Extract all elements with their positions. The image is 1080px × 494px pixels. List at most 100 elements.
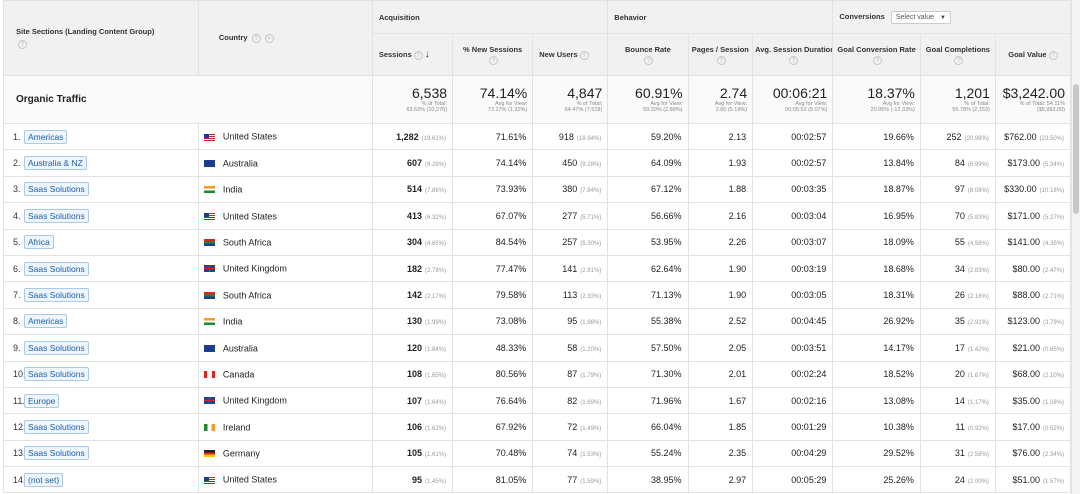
metric-value: 81.05% [495, 474, 527, 485]
metric-percent: (2.71%) [1042, 294, 1064, 301]
column-header-avg-session-duration[interactable]: Avg. Session Duration? [752, 33, 834, 76]
help-icon[interactable]: ? [644, 56, 654, 66]
site-section-link[interactable]: Saas Solutions [24, 367, 89, 382]
metric-value: 00:03:05 [791, 290, 827, 301]
cell-new-sessions: 76.64% [452, 386, 534, 415]
cell-goal-conversion-rate: 13.84% [832, 149, 921, 177]
country-link[interactable]: Canada [222, 369, 255, 380]
sort-descending-icon[interactable]: ↓ [424, 49, 430, 60]
country-link[interactable]: United States [222, 132, 277, 142]
metric-value: 182 [406, 263, 423, 274]
help-icon[interactable]: ? [251, 33, 261, 43]
help-icon[interactable]: ? [18, 40, 27, 49]
column-header-goal-conversion-rate[interactable]: Goal Conversion Rate? [832, 33, 921, 76]
column-header-goal-completions[interactable]: Goal Completions? [919, 33, 996, 76]
metric-value: 87 [567, 369, 578, 380]
help-icon[interactable]: ? [1048, 50, 1058, 60]
site-section-link[interactable]: Saas Solutions [24, 208, 89, 223]
help-icon[interactable]: ? [413, 50, 423, 60]
site-section-link[interactable]: Africa [24, 235, 54, 250]
help-icon[interactable]: ? [954, 56, 964, 66]
metric-percent: (4.58%) [967, 241, 989, 248]
country-link[interactable]: Germany [222, 448, 260, 459]
vertical-scrollbar[interactable] [1071, 0, 1080, 494]
site-section-link[interactable]: Americas [24, 129, 68, 144]
country-link[interactable]: Australia [222, 343, 258, 354]
site-section-link[interactable]: Australia & NZ [24, 156, 87, 171]
table-row: 3. Saas Solutions India 514 (7.86%) 73.93% 380… [3, 175, 1072, 204]
country-link[interactable]: India [222, 184, 243, 195]
metric-value: $173.00 [1007, 158, 1040, 169]
metric-value: 00:02:57 [791, 131, 827, 142]
country-cell: United Kingdom [197, 254, 373, 283]
column-header-pages-session[interactable]: Pages / Session? [687, 33, 754, 76]
site-section-cell: 8. Americas [3, 307, 199, 336]
cell-bounce-rate: 71.30% [607, 360, 689, 388]
country-link[interactable]: Australia [222, 158, 258, 169]
country-link[interactable]: South Africa [222, 237, 272, 248]
remove-dimension-icon[interactable]: × [264, 33, 274, 43]
country-link[interactable]: Ireland [222, 422, 251, 433]
help-icon[interactable]: ? [579, 50, 589, 60]
metric-value: 00:03:07 [791, 237, 827, 248]
column-header-sessions[interactable]: Sessions? ↓ [371, 33, 454, 76]
country-link[interactable]: United Kingdom [222, 263, 287, 274]
column-header-goal-value[interactable]: Goal Value? [994, 33, 1072, 76]
country-link[interactable]: United Kingdom [222, 395, 287, 406]
help-icon[interactable]: ? [789, 56, 799, 66]
metric-percent: (1.61%) [425, 452, 447, 459]
row-index: 8. [13, 316, 21, 327]
site-section-link[interactable]: Saas Solutions [24, 446, 89, 461]
total-sub-label: % of Total: [421, 100, 448, 107]
site-section-link[interactable]: Saas Solutions [24, 419, 89, 434]
country-link[interactable]: South Africa [222, 290, 272, 301]
site-section-link[interactable]: (not set) [24, 472, 64, 487]
row-index: 1. [13, 131, 21, 142]
metric-value: 24 [954, 474, 965, 485]
site-section-link[interactable]: Saas Solutions [24, 288, 89, 303]
cell-sessions: 95 (1.45%) [371, 466, 454, 494]
dimension-header-country[interactable]: Country ? × [197, 0, 373, 76]
metric-value: 55.24% [650, 448, 682, 459]
cell-avg-session-duration: 00:02:57 [752, 122, 834, 151]
help-icon[interactable]: ? [716, 56, 726, 66]
de-flag-icon [203, 450, 215, 458]
site-section-link[interactable]: Saas Solutions [24, 261, 89, 276]
cell-new-users: 87 (1.79%) [532, 360, 609, 388]
conversions-goal-select[interactable]: Select value ▼ [890, 10, 951, 24]
country-link[interactable]: United States [222, 475, 277, 486]
metric-value: 31 [954, 448, 965, 459]
metric-value: 00:01:29 [791, 421, 827, 432]
cell-sessions: 182 (2.78%) [371, 254, 454, 283]
metric-value: 38.95% [650, 474, 682, 485]
help-icon[interactable]: ? [489, 56, 499, 66]
metric-percent: (9.28%) [425, 162, 447, 169]
site-section-link[interactable]: Saas Solutions [24, 182, 89, 197]
metric-value: 18.87% [883, 184, 914, 195]
help-icon[interactable]: ? [873, 56, 883, 66]
cell-goal-completions: 35 (2.91%) [919, 307, 996, 336]
site-section-link[interactable]: Americas [24, 314, 68, 329]
column-header-label: Pages / Session [691, 44, 749, 54]
metric-percent: (2.00%) [967, 478, 989, 485]
scrollbar-thumb[interactable] [1073, 84, 1079, 214]
country-link[interactable]: India [222, 316, 243, 327]
site-section-cell: 6. Saas Solutions [3, 254, 199, 283]
country-link[interactable]: United States [222, 211, 277, 222]
column-header-new-sessions[interactable]: % New Sessions? [452, 33, 534, 76]
site-section-link[interactable]: Saas Solutions [24, 340, 89, 355]
metric-percent: (1.59%) [580, 478, 602, 485]
dimension-header-site-sections[interactable]: Site Sections (Landing Content Group) ? [3, 0, 199, 76]
row-index: 10. [13, 369, 26, 380]
country-cell: India [197, 307, 373, 336]
column-header-new-users[interactable]: New Users? [532, 33, 609, 76]
cell-goal-conversion-rate: 13.08% [832, 386, 921, 415]
cell-goal-conversion-rate: 18.31% [832, 281, 921, 309]
chevron-down-icon: ▼ [940, 14, 946, 21]
metric-value: $76.00 [1012, 448, 1040, 459]
cell-new-users: 257 (5.30%) [532, 228, 609, 256]
cell-bounce-rate: 59.20% [607, 122, 689, 151]
metric-value: 107 [406, 395, 423, 406]
site-section-link[interactable]: Europe [24, 393, 60, 408]
column-header-bounce-rate[interactable]: Bounce Rate? [607, 33, 689, 76]
